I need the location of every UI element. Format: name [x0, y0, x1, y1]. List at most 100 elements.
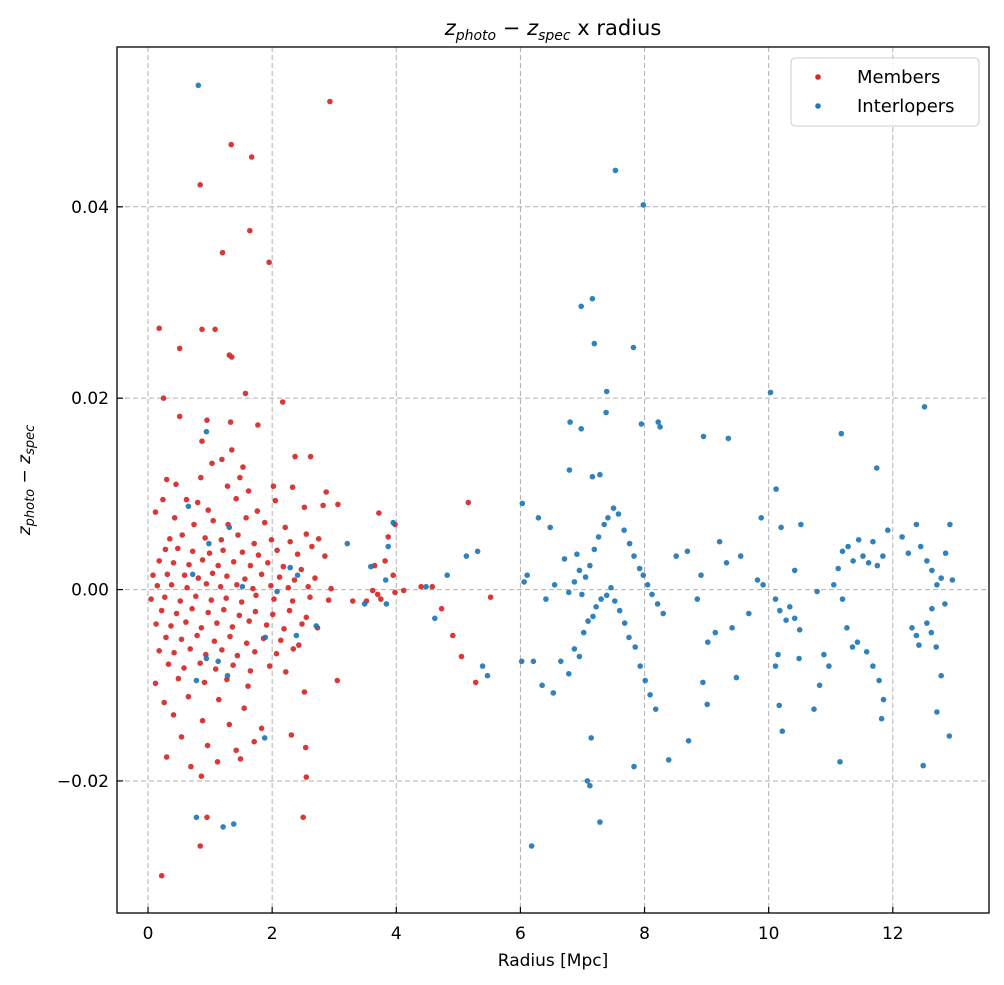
data-point	[162, 594, 168, 600]
data-point	[312, 575, 318, 581]
data-point	[578, 426, 584, 432]
data-point	[344, 540, 351, 547]
data-point	[226, 524, 233, 531]
data-point	[185, 503, 192, 510]
data-point	[201, 679, 208, 686]
data-point	[779, 728, 786, 734]
data-point	[323, 489, 330, 495]
data-point	[292, 453, 298, 460]
data-point	[631, 763, 637, 770]
data-point	[262, 634, 269, 641]
data-point	[584, 778, 591, 784]
data-point	[616, 607, 623, 614]
y-tick-label: −0.02	[57, 772, 109, 792]
data-point	[899, 534, 905, 540]
data-point	[289, 598, 296, 604]
data-point	[334, 677, 341, 684]
data-point	[215, 658, 221, 665]
data-point	[194, 499, 201, 506]
data-point	[219, 249, 226, 256]
data-point	[597, 819, 603, 825]
data-point	[876, 677, 882, 684]
plot-frame	[116, 46, 990, 914]
x-tick-label: 10	[758, 924, 780, 944]
data-point	[150, 572, 156, 578]
data-point	[921, 404, 928, 410]
data-point	[913, 632, 920, 639]
data-point	[591, 340, 598, 347]
data-point	[791, 615, 798, 622]
data-point	[463, 553, 470, 559]
data-point	[418, 583, 424, 590]
data-point	[934, 582, 940, 588]
data-point	[298, 566, 305, 573]
data-point	[223, 595, 229, 601]
data-point	[361, 601, 368, 607]
x-tick-label: 12	[882, 924, 904, 944]
data-point	[423, 583, 429, 590]
data-point	[704, 701, 710, 708]
data-point	[156, 648, 162, 654]
data-point	[733, 674, 740, 681]
data-point	[700, 679, 706, 686]
data-point	[247, 562, 254, 569]
data-point	[238, 599, 245, 605]
data-point	[350, 598, 356, 604]
data-point	[205, 609, 211, 616]
data-point	[175, 545, 181, 552]
data-point	[194, 632, 200, 639]
data-point	[637, 663, 643, 669]
data-point	[385, 543, 392, 550]
data-point	[328, 585, 334, 592]
data-point	[217, 583, 224, 590]
data-point	[585, 618, 591, 624]
data-point	[698, 572, 704, 578]
x-axis-label: Radius [Mpc]	[498, 951, 608, 971]
data-point	[631, 553, 637, 559]
data-point	[924, 620, 930, 626]
data-point	[608, 584, 614, 591]
data-point	[220, 824, 226, 830]
data-point	[778, 524, 784, 531]
data-point	[266, 259, 272, 266]
data-point	[649, 591, 655, 598]
data-point	[263, 622, 270, 628]
data-point	[947, 521, 953, 528]
data-point	[206, 540, 212, 547]
data-point	[737, 553, 744, 559]
data-point	[844, 625, 850, 631]
data-point	[165, 661, 172, 667]
data-point	[605, 515, 611, 521]
data-point	[305, 583, 312, 590]
data-point	[588, 735, 594, 741]
data-point	[773, 486, 779, 492]
data-point	[289, 484, 296, 491]
data-point	[933, 644, 939, 650]
data-point	[227, 633, 233, 640]
data-point	[252, 649, 258, 655]
data-point	[276, 574, 283, 580]
data-point	[234, 652, 241, 659]
data-point	[615, 511, 622, 517]
data-point	[181, 572, 188, 578]
data-point	[571, 646, 578, 652]
data-point	[777, 607, 783, 614]
data-point	[215, 562, 221, 569]
data-point	[209, 460, 215, 467]
data-point	[156, 325, 162, 332]
data-point	[712, 629, 719, 636]
data-point	[212, 326, 218, 333]
data-point	[208, 597, 215, 603]
data-point	[647, 692, 653, 698]
data-point	[261, 519, 268, 526]
data-point	[547, 524, 553, 531]
data-point	[168, 623, 174, 629]
data-point	[258, 571, 265, 578]
data-point	[218, 537, 225, 543]
data-point	[603, 409, 609, 416]
data-point	[309, 543, 315, 550]
data-point	[287, 564, 294, 571]
data-point	[189, 605, 195, 612]
data-point	[278, 637, 284, 644]
data-point	[250, 585, 256, 592]
